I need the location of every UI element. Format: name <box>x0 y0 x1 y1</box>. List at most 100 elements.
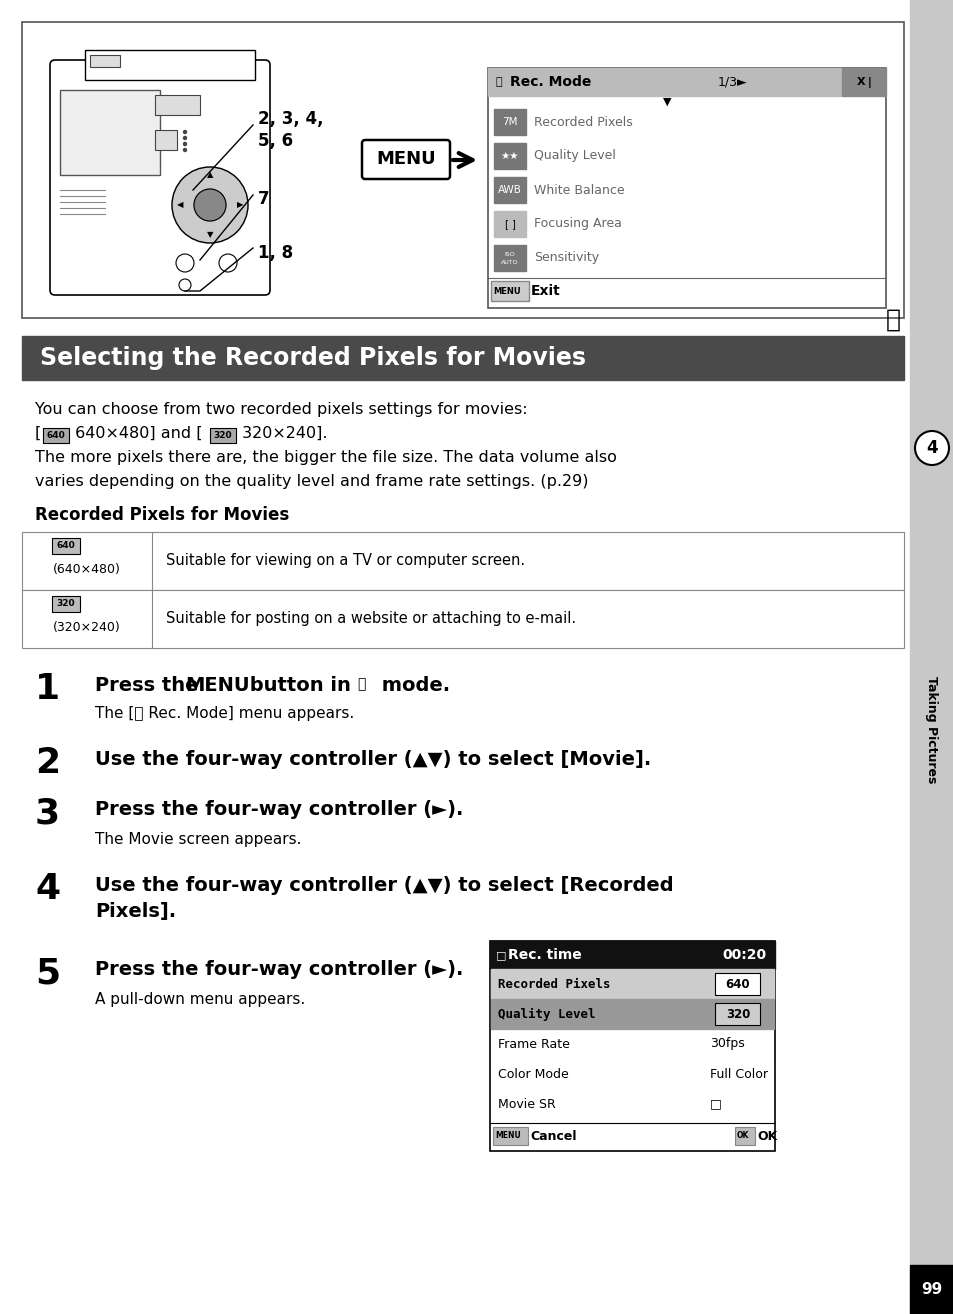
Text: Recorded Pixels: Recorded Pixels <box>534 116 632 129</box>
Text: Rec. Mode: Rec. Mode <box>510 75 591 89</box>
Circle shape <box>914 431 948 465</box>
Text: 320: 320 <box>725 1008 749 1021</box>
Bar <box>491 281 529 301</box>
Bar <box>491 999 773 1029</box>
Text: mode.: mode. <box>375 675 450 695</box>
Text: □: □ <box>496 950 506 961</box>
Text: 4: 4 <box>925 439 937 457</box>
Bar <box>909 0 953 1265</box>
Text: button in: button in <box>243 675 357 695</box>
Text: 640×480] and [: 640×480] and [ <box>70 426 202 442</box>
Text: ★★: ★★ <box>500 151 518 162</box>
Text: ◀: ◀ <box>176 201 183 209</box>
Text: □: □ <box>709 1097 721 1110</box>
Text: 1/3►: 1/3► <box>718 75 747 88</box>
Text: Quality Level: Quality Level <box>534 150 616 163</box>
Text: 99: 99 <box>921 1281 942 1297</box>
Bar <box>734 1127 754 1144</box>
Bar <box>493 1127 527 1144</box>
Bar <box>490 941 774 1151</box>
Bar <box>22 590 903 648</box>
Text: MENU: MENU <box>375 151 436 168</box>
Text: ISO: ISO <box>504 251 515 256</box>
Text: Selecting the Recorded Pixels for Movies: Selecting the Recorded Pixels for Movies <box>40 346 585 371</box>
Text: Press the four-way controller (►).: Press the four-way controller (►). <box>95 800 463 819</box>
Text: 7: 7 <box>257 191 270 208</box>
Bar <box>85 50 254 80</box>
Bar <box>52 537 80 555</box>
Text: 4: 4 <box>35 872 60 905</box>
Bar <box>22 336 903 380</box>
Bar <box>714 1003 760 1025</box>
Bar <box>488 68 841 96</box>
Text: varies depending on the quality level and frame rate settings. (p.29): varies depending on the quality level an… <box>35 474 588 489</box>
Text: Movie SR: Movie SR <box>497 1097 556 1110</box>
Text: ▼: ▼ <box>207 230 213 239</box>
Text: Use the four-way controller (▲▼) to select [Movie].: Use the four-way controller (▲▼) to sele… <box>95 750 651 769</box>
Circle shape <box>175 254 193 272</box>
Text: 🎥: 🎥 <box>884 307 900 332</box>
Text: OK: OK <box>737 1131 749 1141</box>
Text: Quality Level: Quality Level <box>497 1008 595 1021</box>
Bar <box>494 244 525 271</box>
Bar <box>154 95 200 116</box>
Text: The Movie screen appears.: The Movie screen appears. <box>95 832 301 848</box>
Bar <box>90 55 120 67</box>
Bar <box>494 143 525 170</box>
Text: The [⬛ Rec. Mode] menu appears.: The [⬛ Rec. Mode] menu appears. <box>95 706 354 721</box>
Text: Press the: Press the <box>95 675 205 695</box>
Circle shape <box>183 137 186 139</box>
Text: Color Mode: Color Mode <box>497 1067 568 1080</box>
Bar <box>52 597 80 612</box>
Text: 320: 320 <box>213 431 233 440</box>
Text: The more pixels there are, the bigger the file size. The data volume also: The more pixels there are, the bigger th… <box>35 449 617 465</box>
Circle shape <box>172 167 248 243</box>
Text: Cancel: Cancel <box>530 1130 576 1142</box>
Bar <box>43 428 69 443</box>
Text: X |: X | <box>856 76 870 88</box>
Text: Rec. time: Rec. time <box>507 947 581 962</box>
Text: MENU: MENU <box>495 1131 520 1141</box>
Bar <box>491 968 773 999</box>
Text: ▶: ▶ <box>236 201 243 209</box>
Text: 1: 1 <box>35 671 60 706</box>
Bar <box>494 177 525 202</box>
Text: ⬛: ⬛ <box>356 677 365 691</box>
Circle shape <box>179 279 191 290</box>
Text: Exit: Exit <box>531 284 560 298</box>
Bar <box>22 532 903 590</box>
Text: (640×480): (640×480) <box>53 562 121 576</box>
Bar <box>154 130 177 150</box>
Text: ⬛: ⬛ <box>496 78 502 87</box>
Text: [: [ <box>35 426 41 442</box>
Bar <box>60 89 160 175</box>
Text: ▲: ▲ <box>207 171 213 180</box>
Text: 00:20: 00:20 <box>722 947 766 962</box>
Text: Full Color: Full Color <box>709 1067 767 1080</box>
Text: A pull-down menu appears.: A pull-down menu appears. <box>95 992 305 1007</box>
Text: 3: 3 <box>35 796 60 830</box>
Text: Pixels].: Pixels]. <box>95 901 176 921</box>
Text: White Balance: White Balance <box>534 184 624 197</box>
Bar <box>841 68 885 96</box>
Text: ▼: ▼ <box>662 97 671 106</box>
Text: Suitable for posting on a website or attaching to e-mail.: Suitable for posting on a website or att… <box>166 611 576 627</box>
Text: Recorded Pixels for Movies: Recorded Pixels for Movies <box>35 506 289 524</box>
Circle shape <box>183 142 186 146</box>
Text: You can choose from two recorded pixels settings for movies:: You can choose from two recorded pixels … <box>35 402 527 417</box>
Text: Taking Pictures: Taking Pictures <box>924 677 938 783</box>
Bar <box>210 428 235 443</box>
Circle shape <box>183 148 186 151</box>
Text: 7M: 7M <box>501 117 517 127</box>
Text: 5: 5 <box>35 957 60 989</box>
Text: (320×240): (320×240) <box>53 620 121 633</box>
Text: MENU: MENU <box>493 286 520 296</box>
Text: Press the four-way controller (►).: Press the four-way controller (►). <box>95 961 463 979</box>
Text: 2: 2 <box>35 746 60 781</box>
FancyBboxPatch shape <box>361 141 450 179</box>
Bar <box>909 1265 953 1314</box>
Bar <box>714 972 760 995</box>
Text: 640: 640 <box>725 978 749 991</box>
Text: Use the four-way controller (▲▼) to select [Recorded: Use the four-way controller (▲▼) to sele… <box>95 876 673 895</box>
Text: Suitable for viewing on a TV or computer screen.: Suitable for viewing on a TV or computer… <box>166 553 524 569</box>
